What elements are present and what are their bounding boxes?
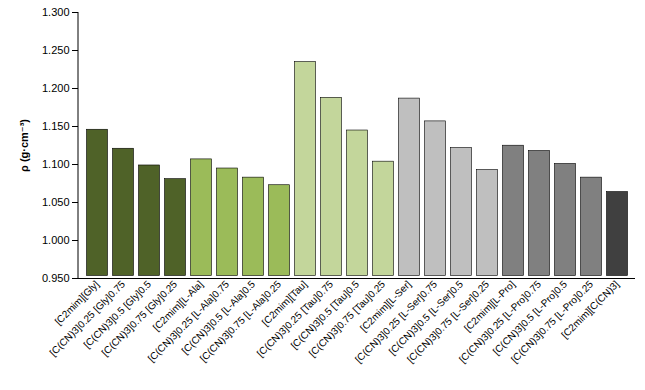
svg-text:[C2mim][L-Pro]: [C2mim][L-Pro]	[461, 278, 518, 334]
svg-text:1.250: 1.250	[42, 44, 70, 56]
svg-text:[C2mim][L-Ser]: [C2mim][L-Ser]	[357, 278, 414, 334]
svg-text:ρ (g·cm⁻³): ρ (g·cm⁻³)	[18, 119, 30, 172]
svg-text:[C2mim][Gly]: [C2mim][Gly]	[52, 278, 102, 327]
svg-text:[C(CN)3]0.75 [L-Ser]0.25: [C(CN)3]0.75 [L-Ser]0.25	[404, 278, 492, 365]
svg-text:[C2mim][Tau]: [C2mim][Tau]	[259, 278, 310, 328]
svg-text:[C(CN)3]0.25 [L-Ala]0.75: [C(CN)3]0.25 [L-Ala]0.75	[145, 278, 232, 364]
svg-text:[C(CN)3]0.25 [Gly]0.75: [C(CN)3]0.25 [Gly]0.75	[47, 278, 128, 359]
svg-text:[C2mim][L-Ala]: [C2mim][L-Ala]	[150, 278, 206, 333]
svg-text:[C(CN)3]0.5 [Tau]0.5: [C(CN)3]0.5 [Tau]0.5	[288, 278, 362, 351]
svg-text:[C(CN)3]0.5 [L-Ala]0.5: [C(CN)3]0.5 [L-Ala]0.5	[179, 278, 258, 357]
svg-text:[C(CN)3]0.25 [Tau]0.75: [C(CN)3]0.25 [Tau]0.75	[254, 278, 336, 359]
svg-text:[C(CN)3]0.5 [L-Pro]0.5: [C(CN)3]0.5 [L-Pro]0.5	[490, 278, 570, 357]
svg-text:[C(CN)3]0.25 [L-Ser]0.75: [C(CN)3]0.25 [L-Ser]0.75	[352, 278, 440, 365]
svg-text:[C(CN)3]0.25 [L-Pro]0.75: [C(CN)3]0.25 [L-Pro]0.75	[456, 278, 544, 365]
svg-text:[C(CN)3]0.75 [L-Pro]0.25: [C(CN)3]0.75 [L-Pro]0.25	[508, 278, 596, 365]
svg-text:1.150: 1.150	[42, 120, 70, 132]
svg-text:[C(CN)3]0.75 [L-Ala]0.25: [C(CN)3]0.75 [L-Ala]0.25	[197, 278, 284, 364]
svg-text:[C(CN)3]0.5 [Gly]0.5: [C(CN)3]0.5 [Gly]0.5	[81, 278, 154, 351]
svg-text:1.050: 1.050	[42, 196, 70, 208]
svg-text:[C(CN)3]0.75 [Gly]0.25: [C(CN)3]0.75 [Gly]0.25	[99, 278, 180, 359]
svg-text:1.000: 1.000	[42, 234, 70, 246]
svg-text:[C(CN)3]0.5 [L-Ser]0.5: [C(CN)3]0.5 [L-Ser]0.5	[386, 278, 466, 357]
svg-text:1.100: 1.100	[42, 158, 70, 170]
svg-text:0.950: 0.950	[42, 272, 70, 284]
svg-text:[C(CN)3]0.75 [Tau]0.25: [C(CN)3]0.75 [Tau]0.25	[306, 278, 388, 359]
svg-text:1.200: 1.200	[42, 82, 70, 94]
svg-text:1.300: 1.300	[42, 6, 70, 18]
svg-text:[C2mim][C(CN)3]: [C2mim][C(CN)3]	[559, 278, 621, 340]
